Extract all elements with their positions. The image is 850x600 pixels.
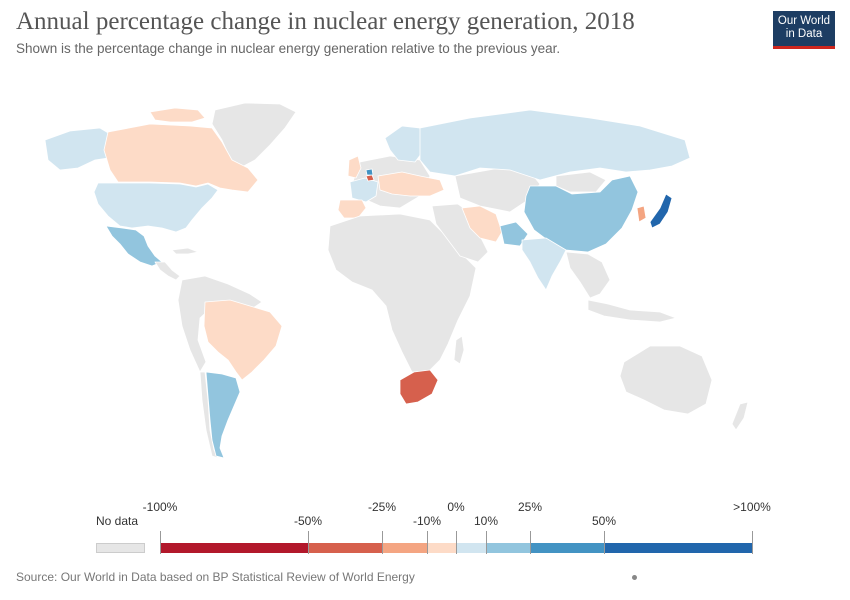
source-note: Source: Our World in Data based on BP St… (16, 570, 415, 584)
legend-tick-label-7: 50% (591, 514, 617, 528)
legend-tick-label-8: >100% (733, 500, 771, 514)
legend-tick-label-4: 0% (447, 500, 465, 514)
legend-bin-4[interactable] (456, 543, 486, 553)
legend-tick-4 (456, 531, 457, 554)
region-indonesia[interactable] (587, 299, 677, 323)
legend-tick-7 (604, 531, 605, 554)
legend-tick-0 (160, 531, 161, 554)
region-brazil[interactable] (203, 299, 283, 381)
legend-bin-3[interactable] (427, 543, 456, 553)
region-canada[interactable] (103, 123, 259, 193)
region-united-kingdom[interactable] (347, 155, 362, 179)
region-africa[interactable] (327, 213, 477, 373)
region-france[interactable] (349, 177, 379, 203)
legend-tick-6 (530, 531, 531, 554)
region-iran[interactable] (461, 205, 503, 243)
legend-tick-label-5: 10% (473, 514, 499, 528)
region-south-korea[interactable] (636, 205, 647, 223)
logo-line-1: Our World (777, 15, 831, 27)
legend-tick-label-2: -25% (367, 500, 397, 514)
logo-line-2: in Data (785, 28, 823, 40)
legend-bin-5[interactable] (486, 543, 530, 553)
legend-tick-label-3: -10% (412, 514, 442, 528)
region-united-states[interactable] (93, 182, 219, 233)
timeline-dot-icon[interactable] (632, 575, 637, 580)
region-madagascar[interactable] (453, 335, 465, 365)
region-central-europe[interactable] (377, 171, 445, 197)
legend-tick-label-0: -100% (142, 500, 178, 514)
region-new-zealand[interactable] (731, 401, 749, 431)
world-map (44, 102, 749, 459)
region-southeast-asia[interactable] (565, 251, 611, 299)
legend-tick-5 (486, 531, 487, 554)
region-caribbean[interactable] (171, 247, 199, 255)
region-argentina[interactable] (205, 371, 241, 459)
region-spain[interactable] (337, 199, 367, 219)
logo-red-bar (773, 46, 835, 49)
region-alaska[interactable] (44, 127, 111, 171)
region-canada-islands (149, 107, 206, 123)
chart-subtitle: Shown is the percentage change in nuclea… (16, 41, 561, 56)
region-mexico[interactable] (105, 225, 163, 267)
region-south-africa[interactable] (399, 369, 439, 405)
legend-tick-1 (308, 531, 309, 554)
region-india[interactable] (521, 237, 567, 291)
region-sweden-finland[interactable] (384, 125, 425, 163)
owid-logo[interactable]: Our World in Data (773, 11, 835, 49)
legend-tick-2 (382, 531, 383, 554)
region-netherlands[interactable] (365, 168, 374, 176)
region-australia[interactable] (619, 345, 713, 415)
region-mongolia[interactable] (555, 171, 607, 193)
legend-tick-label-6: 25% (517, 500, 543, 514)
legend-bin-2[interactable] (382, 543, 427, 553)
legend-tick-8 (752, 531, 753, 554)
region-greenland[interactable] (211, 102, 297, 169)
legend-tick-3 (427, 531, 428, 554)
chart-title: Annual percentage change in nuclear ener… (16, 8, 635, 35)
legend-no-data-swatch (96, 543, 145, 553)
legend-bin-6[interactable] (530, 543, 604, 553)
region-china[interactable] (523, 175, 639, 253)
region-central-america[interactable] (154, 261, 181, 281)
legend-no-data-label: No data (96, 514, 139, 528)
region-japan[interactable] (649, 193, 673, 229)
legend-bin-1[interactable] (308, 543, 382, 553)
legend-bin-7[interactable] (604, 543, 752, 553)
region-russia[interactable] (419, 109, 691, 181)
legend-bin-0[interactable] (160, 543, 308, 553)
legend-tick-label-1: -50% (293, 514, 323, 528)
